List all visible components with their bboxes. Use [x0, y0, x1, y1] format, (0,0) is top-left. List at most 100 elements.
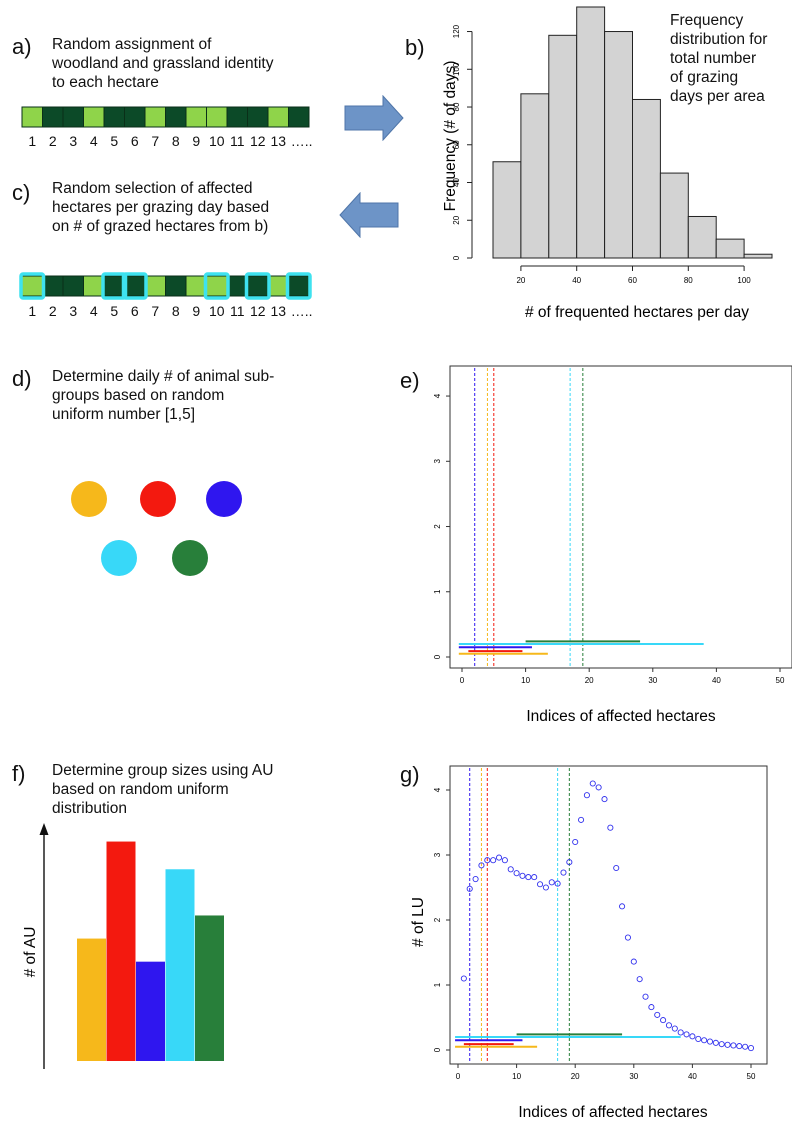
histogram-bar [659, 172, 689, 259]
histogram-bar [520, 93, 550, 259]
histogram-bar [492, 161, 522, 259]
y-tick-label: 100 [452, 62, 461, 76]
data-point [472, 876, 479, 883]
panel-d-line-1: Determine daily # of animal sub- [52, 368, 275, 385]
x-tick-label: 20 [516, 276, 525, 285]
panel-d-line-2: groups based on random [52, 387, 225, 404]
data-point [736, 1043, 743, 1050]
hectare-cell [144, 106, 166, 128]
y-tick-label: 120 [452, 24, 461, 38]
y-tick-label: 60 [452, 140, 461, 149]
data-point [495, 854, 503, 861]
hectare-cell [165, 106, 187, 128]
hectare-cell [247, 106, 269, 128]
panel-d-line-3: uniform number [1,5] [52, 406, 196, 423]
hectare-index-label: 1 [28, 303, 37, 319]
group-size-bar-orange [77, 938, 106, 1061]
hectare-index-label: 4 [89, 133, 98, 149]
data-point [706, 1038, 714, 1045]
x-tick-label: 0 [456, 1072, 461, 1081]
data-point [595, 784, 602, 791]
data-point [560, 869, 567, 876]
data-point [578, 816, 585, 823]
hectare-strip-c [19, 272, 312, 300]
data-point [613, 864, 620, 872]
plot-frame [449, 765, 768, 1065]
x-tick-label: 40 [572, 276, 581, 285]
hectare-index-label: 1 [28, 133, 37, 149]
histogram-bar [687, 215, 717, 259]
hectare-index-label: 11 [229, 133, 245, 149]
data-point [536, 881, 544, 888]
x-tick-label: 50 [747, 1072, 756, 1081]
plot-frame [449, 365, 792, 669]
data-point [660, 1017, 667, 1024]
x-tick-label: 60 [628, 276, 637, 285]
data-point [671, 1025, 678, 1032]
data-point [501, 857, 508, 864]
data-point [718, 1041, 725, 1048]
y-axis-title: # of LU [410, 897, 427, 947]
chart-g: 0 10 20 30 40 50 0 1 2 3 4 # of LU Indices of affect… [410, 765, 768, 1121]
x-tick-label: 0 [460, 676, 465, 685]
selected-hectare-highlight [244, 272, 271, 300]
selected-hectare-highlight [285, 272, 312, 300]
panel-c-letter: c) [12, 180, 31, 205]
panel-g-letter: g) [400, 762, 420, 787]
hectare-cell [226, 106, 248, 128]
hectare-cell [288, 275, 310, 297]
hectare-cell [21, 275, 43, 297]
panel-a-letter: a) [12, 34, 32, 59]
hectare-cell [103, 106, 125, 128]
data-point [701, 1037, 708, 1044]
data-point [525, 874, 532, 881]
hectare-index-label: 3 [69, 133, 78, 149]
hectare-cell [165, 275, 187, 297]
panel-f-line-3: distribution [52, 800, 127, 817]
data-point [484, 857, 491, 864]
data-point [513, 870, 520, 877]
arrow-left-icon [339, 192, 399, 238]
panel-f-line-2: based on random uniform [52, 781, 229, 798]
x-tick-label: 80 [684, 276, 693, 285]
panel-f-letter: f) [12, 761, 26, 786]
hectare-index-label: ….. [290, 133, 313, 149]
y-tick-label: 0 [433, 654, 442, 659]
group-size-bar-blue [136, 961, 165, 1061]
hectare-index-label: 3 [69, 303, 78, 319]
hectare-cell [185, 106, 207, 128]
chart-e: 0 10 20 30 40 50 0 1 2 3 4 Indices of affected hect… [433, 365, 792, 725]
data-point [642, 993, 649, 1000]
panel-a-line-2: woodland and grassland identity [52, 55, 274, 72]
data-point [683, 1031, 690, 1038]
group-size-bar-green [195, 915, 224, 1061]
panel-a-line-1: Random assignment of [52, 36, 212, 53]
x-axis-title: # of frequented hectares per day [525, 304, 749, 321]
hectare-index-label: 6 [130, 133, 139, 149]
hectare-cell [267, 275, 289, 297]
hectare-index-label: 9 [192, 133, 201, 149]
y-axis-title: # of AU [22, 927, 39, 978]
y-tick-label: 0 [452, 255, 461, 260]
data-point [654, 1011, 661, 1018]
group-size-bar-red [106, 841, 136, 1061]
hectare-index-label: 7 [151, 303, 160, 319]
panel-d-text: Determine daily # of animal sub- groups … [52, 367, 274, 424]
data-point [607, 824, 614, 831]
panel-c-line-3: on # of grazed hectares from b) [52, 218, 269, 235]
panel-e-letter: e) [400, 368, 420, 393]
data-point [677, 1029, 684, 1036]
hectare-strip-a [21, 106, 310, 128]
data-point [665, 1022, 673, 1029]
data-point [601, 796, 608, 803]
panel-b-note-line-4: of grazing [670, 69, 739, 86]
x-axis-title: Indices of affected hectares [518, 1104, 708, 1121]
panel-a-line-3: to each hectare [52, 74, 159, 91]
data-point [519, 872, 526, 879]
data-point [695, 1035, 702, 1043]
data-point [566, 859, 573, 866]
y-tick-label: 4 [433, 787, 442, 792]
hectare-index-label: 6 [130, 303, 139, 319]
data-point [490, 857, 497, 864]
hectare-index-label: 4 [89, 303, 98, 319]
